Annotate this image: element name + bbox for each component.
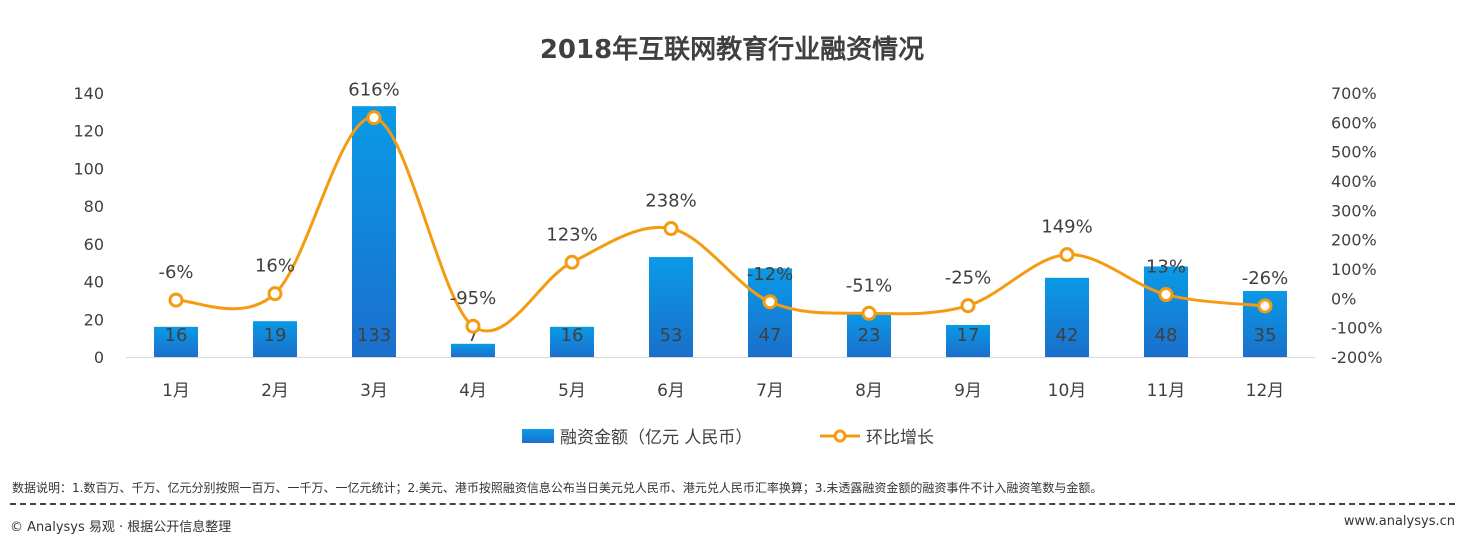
bar-value-label: 48 (1155, 325, 1178, 346)
bar (748, 268, 792, 357)
left-axis-tick: 0 (94, 348, 104, 367)
x-axis-tick: 7月 (756, 381, 784, 401)
right-axis-tick: -100% (1331, 319, 1383, 338)
data-note: 数据说明：1.数百万、千万、亿元分别按照一百万、一千万、一亿元统计；2.美元、港… (12, 481, 1103, 495)
growth-label: -6% (158, 262, 193, 283)
x-axis-tick: 3月 (360, 381, 388, 401)
growth-point (564, 254, 580, 270)
x-axis-tick: 5月 (558, 381, 586, 401)
legend-line-label: 环比增长 (866, 428, 934, 448)
bar-value-label: 53 (660, 325, 683, 346)
growth-point (465, 318, 481, 334)
right-axis-tick: 400% (1331, 172, 1377, 191)
x-axis-tick: 11月 (1147, 381, 1186, 401)
bar-value-label: 42 (1056, 325, 1079, 346)
bar-value-label: 47 (759, 325, 782, 346)
bar (154, 326, 198, 357)
x-axis-tick: 1月 (162, 381, 190, 401)
x-axis-tick: 9月 (954, 381, 982, 401)
growth-label: -26% (1242, 268, 1289, 289)
growth-label: -95% (450, 288, 497, 309)
x-axis-tick: 2月 (261, 381, 289, 401)
bar (1045, 277, 1089, 357)
right-axis-tick: -200% (1331, 348, 1383, 367)
bar-value-label: 16 (561, 325, 584, 346)
growth-label: 149% (1041, 217, 1092, 238)
legend-bar-swatch (522, 429, 554, 443)
x-axis-tick: 6月 (657, 381, 685, 401)
growth-point (168, 292, 184, 308)
bar-value-label: 17 (957, 325, 980, 346)
legend-line-marker (833, 429, 847, 443)
bar (946, 324, 990, 357)
growth-label: 123% (546, 224, 597, 245)
left-axis-tick: 20 (84, 310, 104, 329)
right-axis-tick: 500% (1331, 143, 1377, 162)
bar (649, 257, 693, 357)
bar-value-label: 35 (1254, 325, 1277, 346)
growth-label: 616% (348, 80, 399, 101)
bar-value-label: 19 (264, 325, 287, 346)
bar-value-label: 16 (165, 325, 188, 346)
x-axis-tick: 4月 (459, 381, 487, 401)
growth-point (762, 294, 778, 310)
growth-point (366, 110, 382, 126)
growth-point (861, 305, 877, 321)
left-axis-tick: 140 (73, 84, 104, 103)
right-axis-tick: 300% (1331, 201, 1377, 220)
divider (10, 503, 1455, 505)
growth-point (1059, 247, 1075, 263)
growth-label: -25% (945, 268, 992, 289)
x-axis-tick: 12月 (1246, 381, 1285, 401)
bar (847, 313, 891, 357)
growth-label: 16% (255, 256, 295, 277)
bar-value-label: 133 (357, 325, 391, 346)
bar (352, 106, 396, 357)
bar (253, 321, 297, 357)
bar-value-label: 23 (858, 325, 881, 346)
growth-point (960, 298, 976, 314)
left-axis-tick: 80 (84, 197, 104, 216)
x-axis-tick: 8月 (855, 381, 883, 401)
growth-point (1158, 287, 1174, 303)
growth-point (1257, 298, 1273, 314)
growth-point (267, 286, 283, 302)
left-axis-tick: 100 (73, 159, 104, 178)
right-axis-tick: 200% (1331, 231, 1377, 250)
growth-label: 13% (1146, 257, 1186, 278)
growth-point (663, 221, 679, 237)
right-axis-tick: 0% (1331, 289, 1356, 308)
bar (1144, 266, 1188, 357)
right-axis-tick: 700% (1331, 84, 1377, 103)
growth-line (175, 116, 1266, 333)
growth-label: 238% (645, 191, 696, 212)
right-axis-tick: 600% (1331, 113, 1377, 132)
legend-bar-label: 融资金额（亿元 人民币） (560, 428, 752, 448)
growth-label: -51% (846, 275, 893, 296)
chart: 2018年互联网教育行业融资情况 0 20 40 60 80 100 120 140 -200%… (73, 34, 1383, 448)
x-axis-tick: 10月 (1048, 381, 1087, 401)
copyright: © Analysys 易观 · 根据公开信息整理 (10, 520, 232, 535)
website-link[interactable]: www.analysys.cn (1343, 514, 1455, 529)
bar (451, 343, 495, 357)
left-axis-tick: 40 (84, 273, 104, 292)
left-axis-tick: 120 (73, 122, 104, 141)
bar-value-label: 7 (467, 325, 478, 346)
chart-title: 2018年互联网教育行业融资情况 (540, 34, 924, 65)
bar (550, 326, 594, 357)
growth-label: -12% (747, 264, 794, 285)
right-axis-tick: 100% (1331, 260, 1377, 279)
left-axis-tick: 60 (84, 235, 104, 254)
